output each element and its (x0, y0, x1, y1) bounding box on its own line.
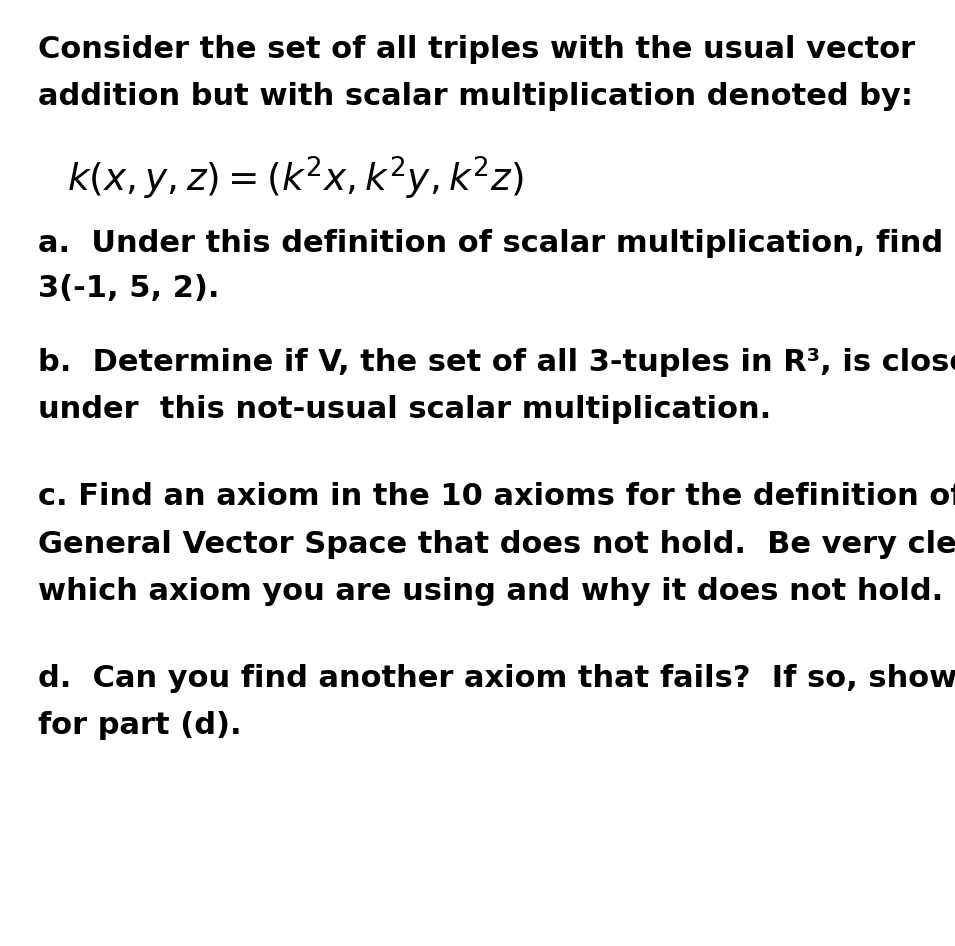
Text: for part (d).: for part (d). (38, 711, 242, 741)
Text: $k(x, y, z) = (k^2x, k^2y, k^2z)$: $k(x, y, z) = (k^2x, k^2y, k^2z)$ (67, 155, 523, 202)
Text: addition but with scalar multiplication denoted by:: addition but with scalar multiplication … (38, 82, 913, 112)
Text: b.  Determine if V, the set of all 3-tuples in R³, is closed: b. Determine if V, the set of all 3-tupl… (38, 348, 955, 377)
Text: d.  Can you find another axiom that fails?  If so, show: d. Can you find another axiom that fails… (38, 664, 955, 693)
Text: a.  Under this definition of scalar multiplication, find: a. Under this definition of scalar multi… (38, 229, 944, 258)
Text: under  this not-usual scalar multiplication.: under this not-usual scalar multiplicati… (38, 395, 772, 425)
Text: 3(-1, 5, 2).: 3(-1, 5, 2). (38, 274, 220, 304)
Text: which axiom you are using and why it does not hold.: which axiom you are using and why it doe… (38, 577, 944, 606)
Text: c. Find an axiom in the 10 axioms for the definition of a: c. Find an axiom in the 10 axioms for th… (38, 482, 955, 512)
Text: Consider the set of all triples with the usual vector: Consider the set of all triples with the… (38, 35, 915, 64)
Text: General Vector Space that does not hold.  Be very clear: General Vector Space that does not hold.… (38, 530, 955, 559)
